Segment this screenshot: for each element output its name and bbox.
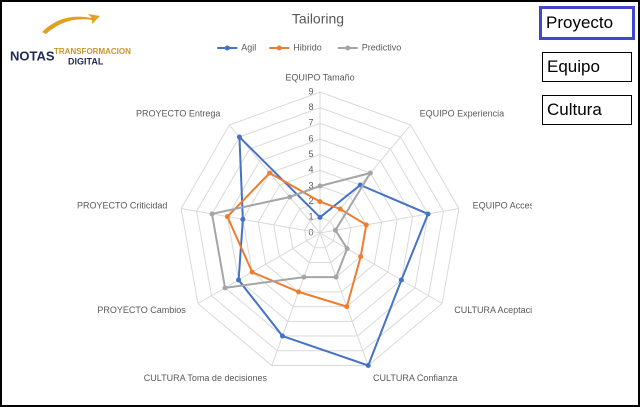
grid-line — [304, 216, 336, 249]
axis-line — [319, 124, 412, 234]
grid-line — [180, 91, 460, 366]
point — [222, 285, 228, 291]
chart: Tailoring NOTAS TRANSFORMACION DIGITAL 0… — [10, 11, 542, 383]
axis-line — [271, 232, 321, 366]
r-tick-label: 6 — [308, 133, 313, 143]
point — [425, 211, 431, 217]
r-tick-label: 0 — [308, 227, 313, 237]
grid-line — [242, 154, 398, 308]
grid-line — [196, 107, 444, 352]
legend-label: Predictivo — [362, 42, 402, 52]
series-line — [237, 134, 430, 367]
point — [333, 274, 339, 280]
category-label: CULTURA Aceptación — [454, 305, 532, 315]
logo-text: TRANSFORMACION — [54, 47, 131, 56]
logo: NOTAS TRANSFORMACION DIGITAL — [10, 14, 131, 66]
r-tick-label: 9 — [308, 86, 313, 96]
r-tick-label: 2 — [308, 196, 313, 206]
r-tick-label: 7 — [308, 118, 313, 128]
category-label: EQUIPO Tamaño — [285, 72, 354, 82]
grid-line — [211, 122, 429, 337]
point — [337, 206, 343, 212]
point — [344, 304, 350, 310]
legend-label: Agil — [241, 42, 256, 52]
point — [209, 211, 215, 217]
category-label: CULTURA Confianza — [373, 373, 457, 383]
point — [301, 274, 307, 280]
axis-line — [197, 232, 321, 304]
category-label: PROYECTO Cambios — [97, 305, 186, 315]
r-tick-label: 4 — [308, 165, 313, 175]
category-label: PROYECTO Criticidad — [77, 200, 167, 210]
legend-swatch — [276, 45, 282, 51]
button[interactable]: Proyecto — [539, 6, 635, 40]
button[interactable]: Equipo — [542, 52, 632, 82]
button[interactable]: Cultura — [542, 95, 632, 125]
point — [267, 170, 273, 176]
point — [279, 333, 285, 339]
axis-line — [319, 232, 443, 304]
category-label: PROYECTO Entrega — [136, 109, 220, 119]
point — [296, 289, 302, 295]
point — [236, 134, 242, 140]
grid-line — [288, 201, 352, 263]
point — [317, 199, 323, 205]
axis-line — [181, 208, 321, 234]
point — [287, 194, 293, 200]
logo-arrow — [42, 14, 100, 34]
series-line — [210, 171, 373, 289]
legend-swatch — [345, 45, 351, 51]
category-label: EQUIPO Acceso — [473, 200, 532, 210]
point — [332, 227, 338, 233]
point — [249, 269, 255, 275]
r-tick-label: 1 — [308, 212, 313, 222]
axis-line — [319, 232, 369, 366]
chart-title: Tailoring — [292, 11, 344, 27]
series-line — [226, 171, 368, 308]
point — [367, 170, 373, 176]
point — [236, 277, 242, 283]
point — [240, 216, 246, 222]
category-label: CULTURA Toma de decisiones — [144, 373, 268, 383]
point — [358, 254, 364, 259]
grid-line — [257, 169, 383, 293]
r-tick-label: 3 — [308, 180, 313, 190]
r-tick-label: 5 — [308, 149, 313, 159]
point — [317, 214, 323, 220]
point — [224, 214, 230, 220]
point — [365, 362, 371, 368]
point — [317, 183, 323, 189]
axis-line — [319, 208, 459, 234]
category-label: EQUIPO Experiencia — [420, 109, 505, 119]
point — [398, 277, 404, 283]
logo-text: NOTAS — [10, 48, 55, 63]
r-tick-label: 8 — [308, 102, 313, 112]
logo-text: DIGITAL — [68, 56, 104, 66]
point — [363, 222, 369, 228]
point — [344, 246, 350, 252]
grid-line — [226, 138, 414, 322]
legend-swatch — [224, 45, 230, 51]
legend-label: Hibrido — [293, 42, 322, 52]
